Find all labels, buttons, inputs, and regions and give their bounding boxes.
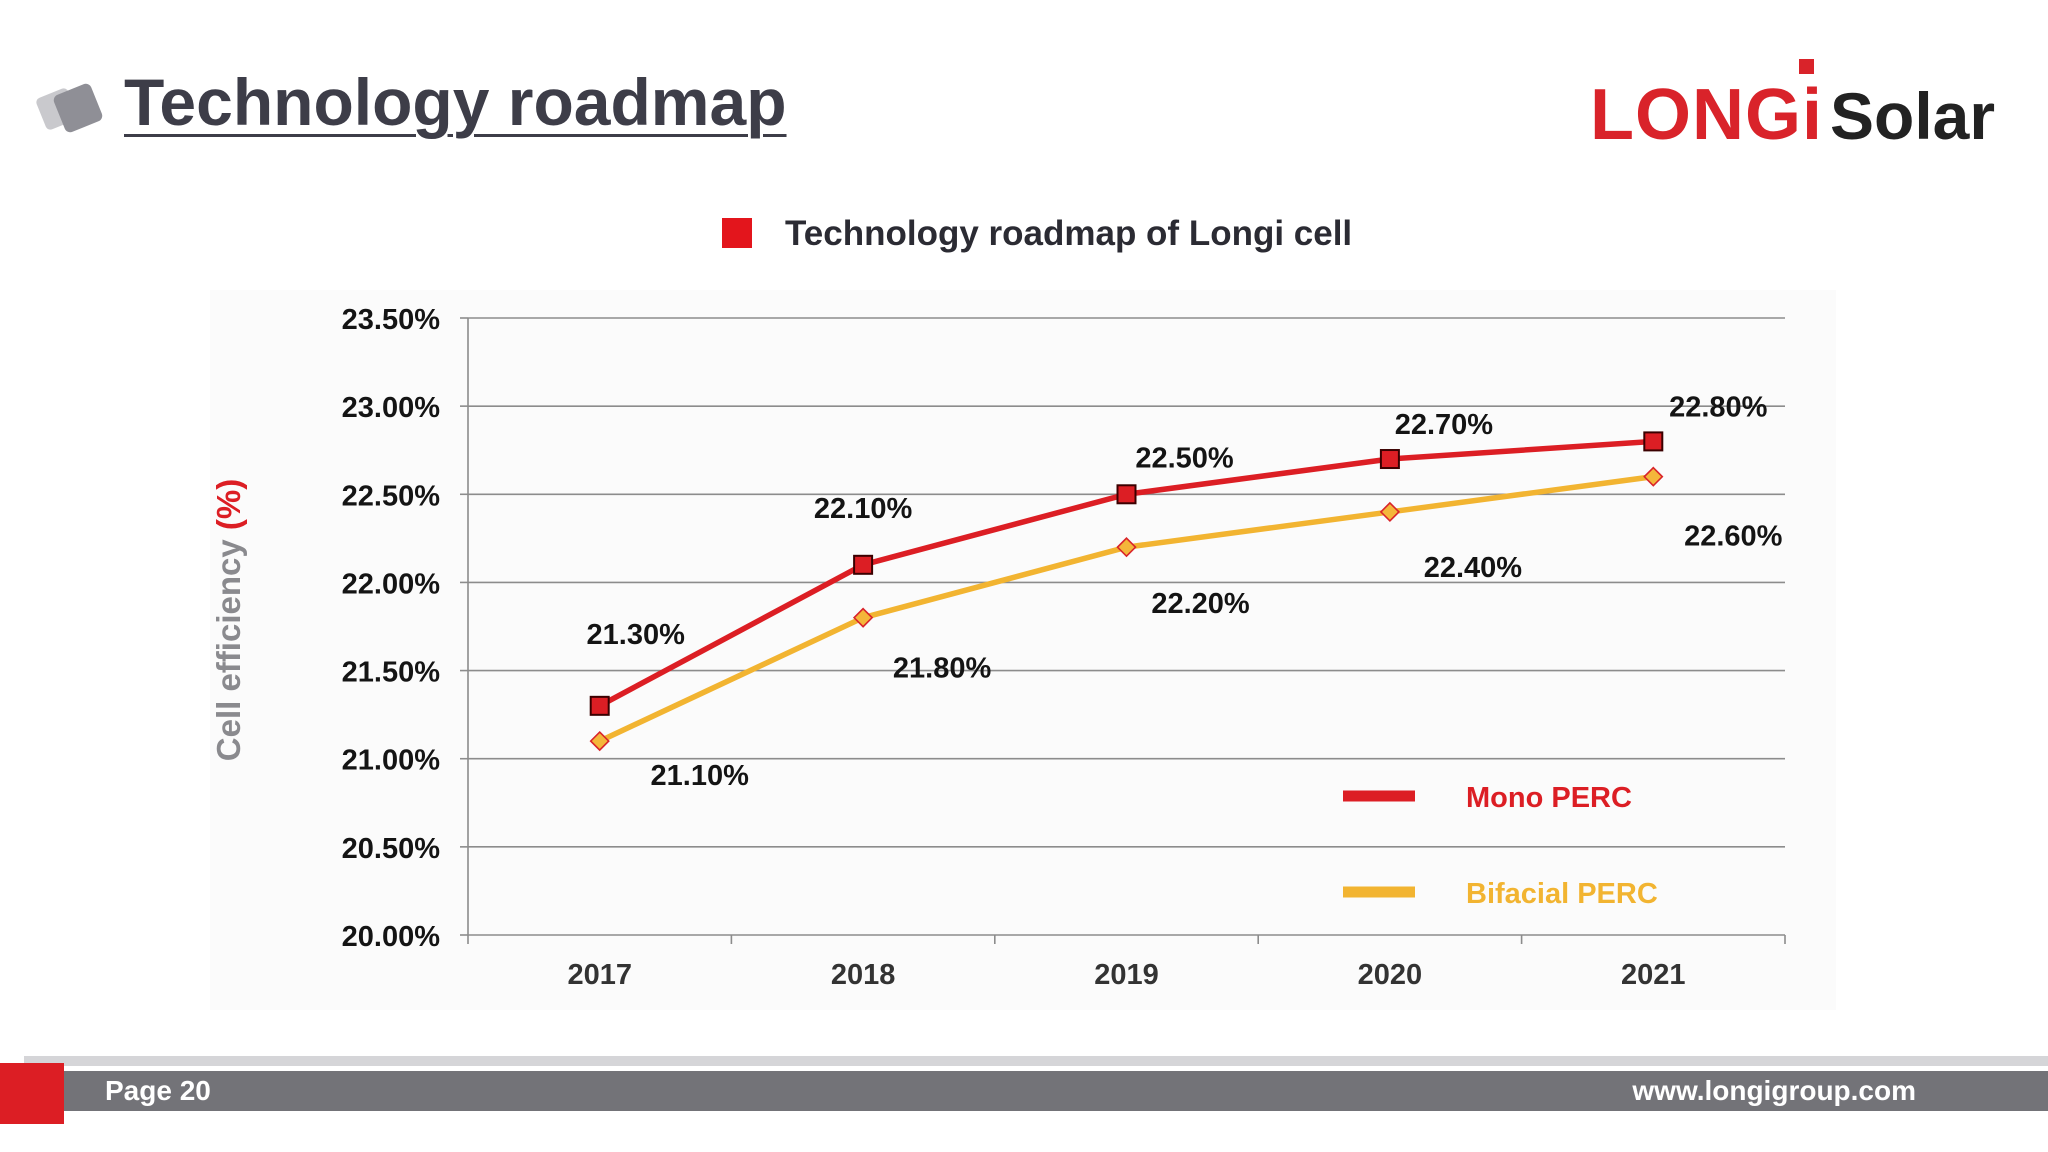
y-tick-label: 20.00%: [342, 921, 441, 953]
data-point-bifacial-perc: [589, 730, 610, 752]
y-tick-label: 23.00%: [342, 392, 441, 424]
data-label-bifacial-perc: 22.60%: [1684, 521, 1783, 553]
x-tick-label: 2021: [1621, 959, 1686, 991]
x-tick-label: 2018: [831, 959, 896, 991]
data-label-mono-perc: 22.10%: [814, 493, 913, 525]
logo-suffix: Solar: [1830, 79, 1996, 153]
page-number: Page 20: [105, 1075, 211, 1106]
data-label-bifacial-perc: 22.20%: [1151, 588, 1250, 620]
y-axis-label: Cell efficiency (%): [210, 479, 247, 761]
data-label-bifacial-perc: 21.80%: [893, 653, 992, 685]
legend-label-mono-perc: Mono PERC: [1466, 782, 1632, 814]
slide-bullet-icon: [36, 83, 103, 133]
data-point-bifacial-perc: [1379, 501, 1401, 523]
chart-title-marker: [722, 218, 752, 248]
logo-brand: LONGi: [1590, 75, 1823, 155]
data-label-mono-perc: 22.80%: [1669, 391, 1768, 423]
data-label-bifacial-perc: 22.40%: [1424, 552, 1523, 584]
data-label-bifacial-perc: 21.10%: [651, 760, 750, 792]
y-tick-label: 22.50%: [342, 480, 441, 512]
y-tick-label: 20.50%: [342, 833, 441, 865]
y-tick-label: 21.50%: [342, 657, 441, 689]
logo-dot: [1799, 59, 1814, 74]
data-label-mono-perc: 22.70%: [1395, 409, 1494, 441]
legend-label-bifacial-perc: Bifacial PERC: [1466, 878, 1658, 910]
y-axis-label-unit: (%): [210, 479, 247, 530]
chart-title: Technology roadmap of Longi cell: [785, 214, 1352, 253]
footer-accent: [0, 1063, 64, 1124]
data-point-mono-perc: [1643, 431, 1664, 452]
data-point-bifacial-perc: [1116, 537, 1137, 558]
x-tick-label: 2020: [1358, 959, 1423, 991]
data-point-bifacial-perc: [852, 607, 874, 628]
series-line-bifacial-perc: [598, 473, 1654, 744]
y-tick-label: 21.00%: [342, 745, 441, 777]
page-title: Technology roadmap: [124, 65, 787, 139]
y-tick-label: 23.50%: [342, 304, 441, 336]
x-tick-label: 2019: [1094, 959, 1159, 991]
footer-url: www.longigroup.com: [1632, 1075, 1916, 1106]
data-point-mono-perc: [1379, 449, 1400, 470]
data-label-mono-perc: 22.50%: [1135, 442, 1234, 474]
data-label-mono-perc: 21.30%: [587, 619, 686, 651]
data-point-bifacial-perc: [1643, 466, 1664, 487]
data-point-mono-perc: [589, 695, 610, 716]
footer-divider: [24, 1056, 2048, 1066]
data-point-mono-perc: [853, 554, 874, 575]
chart-background: [210, 290, 1836, 1010]
data-point-mono-perc: [1116, 484, 1137, 505]
y-axis-label-text: Cell efficiency: [210, 530, 247, 761]
y-tick-label: 22.00%: [342, 568, 441, 600]
footer-bar: [58, 1071, 2048, 1111]
x-tick-label: 2017: [567, 959, 632, 991]
